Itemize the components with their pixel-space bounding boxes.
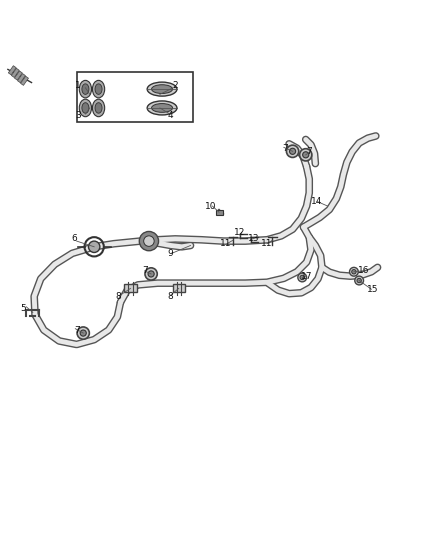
Text: 13: 13 [248,233,260,243]
Text: 8: 8 [115,292,121,301]
Circle shape [144,236,154,246]
Text: 7: 7 [142,266,148,276]
Circle shape [77,327,89,339]
Circle shape [303,152,309,158]
Text: 8: 8 [167,292,173,301]
Text: 16: 16 [358,266,369,276]
Ellipse shape [95,84,102,94]
Circle shape [139,231,159,251]
Ellipse shape [147,101,177,115]
Bar [11,68,19,77]
Bar [18,74,25,83]
Ellipse shape [92,80,105,98]
Text: 15: 15 [367,285,379,294]
Bar [216,211,223,215]
Text: 11: 11 [220,239,231,248]
Bar [124,285,137,292]
Text: 6: 6 [71,235,78,244]
Ellipse shape [147,82,177,96]
Circle shape [80,330,86,336]
Circle shape [357,278,361,282]
Text: 2: 2 [173,81,178,90]
Text: 17: 17 [301,272,312,281]
Ellipse shape [95,103,102,113]
Text: 7: 7 [74,326,80,335]
Circle shape [350,268,358,276]
Text: 4: 4 [168,111,173,120]
Text: 5: 5 [20,304,26,313]
Text: 3: 3 [75,111,81,120]
Circle shape [300,149,312,161]
Circle shape [148,271,154,277]
Circle shape [300,275,304,280]
Bar [14,71,22,80]
Ellipse shape [82,84,89,94]
Text: 12: 12 [234,228,246,237]
Text: 7: 7 [306,147,312,156]
Text: 7: 7 [283,144,289,153]
Circle shape [352,270,356,274]
Ellipse shape [92,99,105,117]
Ellipse shape [79,99,92,117]
Circle shape [355,276,364,285]
Circle shape [88,241,100,253]
Text: 11: 11 [261,239,272,248]
Text: 14: 14 [311,197,322,206]
Bar [173,285,185,292]
Circle shape [290,148,296,155]
Ellipse shape [79,80,92,98]
Ellipse shape [82,103,89,113]
Ellipse shape [152,103,173,112]
Circle shape [298,273,307,282]
Circle shape [286,145,299,157]
Text: 1: 1 [75,81,81,90]
Circle shape [145,268,157,280]
Text: 10: 10 [205,201,217,211]
Bar [8,66,16,75]
Ellipse shape [152,85,173,93]
Text: 9: 9 [167,249,173,258]
Bar [21,76,28,85]
Bar [77,71,193,122]
